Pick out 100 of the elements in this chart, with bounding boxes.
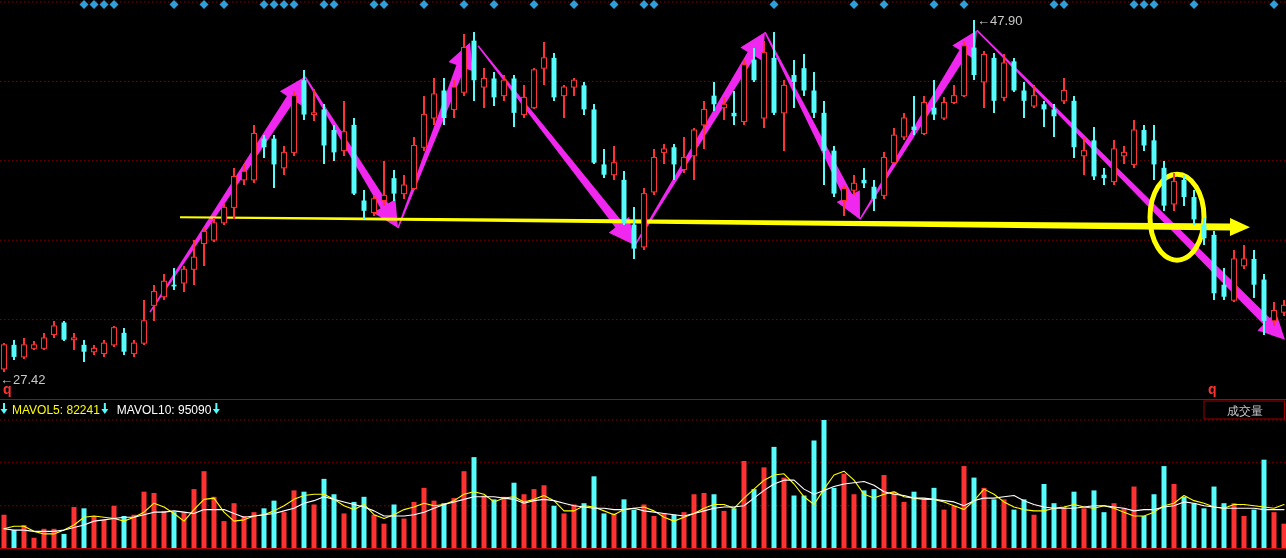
bar xyxy=(971,477,977,548)
bar xyxy=(661,513,667,548)
bar xyxy=(941,509,947,548)
bar xyxy=(781,477,787,548)
bar xyxy=(471,457,477,548)
text: MAVOL10: 95090 xyxy=(116,403,212,417)
bar xyxy=(1101,512,1107,548)
bar xyxy=(991,499,997,548)
bar xyxy=(1201,508,1207,548)
bar xyxy=(481,495,487,548)
bar xyxy=(831,487,837,548)
bar xyxy=(71,507,77,548)
bar xyxy=(431,500,437,548)
bar xyxy=(311,504,317,548)
bar xyxy=(551,505,557,548)
bar xyxy=(291,490,297,548)
bar xyxy=(111,505,117,548)
bar xyxy=(1151,494,1157,548)
bar xyxy=(321,478,327,548)
bar xyxy=(381,523,387,548)
bar xyxy=(1,514,7,548)
bar xyxy=(1001,499,1007,548)
bar xyxy=(301,491,307,548)
bar xyxy=(641,504,647,548)
bar xyxy=(31,537,37,548)
bar xyxy=(741,460,747,548)
bar xyxy=(681,512,687,548)
bar xyxy=(1131,486,1137,548)
bar xyxy=(531,489,537,548)
bar xyxy=(221,521,227,548)
bar xyxy=(441,503,447,548)
bar xyxy=(931,487,937,548)
bar xyxy=(1161,466,1167,548)
bar xyxy=(1211,486,1217,548)
bar xyxy=(611,513,617,548)
bar xyxy=(141,491,147,548)
bar xyxy=(591,476,597,548)
bar xyxy=(1231,503,1237,548)
bar xyxy=(131,514,137,548)
bar xyxy=(561,513,567,548)
bar xyxy=(1271,512,1277,548)
bar xyxy=(771,446,777,548)
bar xyxy=(401,518,407,548)
bar xyxy=(1141,516,1147,548)
bar xyxy=(1181,496,1187,548)
bar xyxy=(281,512,287,548)
bar xyxy=(1241,516,1247,548)
bar xyxy=(1031,514,1037,548)
bar xyxy=(411,501,417,548)
bar xyxy=(241,516,247,548)
bar xyxy=(11,530,17,548)
bar xyxy=(1111,503,1117,548)
bar xyxy=(881,475,887,548)
bar xyxy=(1011,509,1017,548)
bar xyxy=(1121,508,1127,548)
bar xyxy=(1191,503,1197,548)
bar xyxy=(461,471,467,548)
bar xyxy=(861,490,867,548)
bar xyxy=(1261,459,1267,548)
bar xyxy=(191,489,197,548)
bar xyxy=(451,498,457,548)
bar xyxy=(1051,503,1057,548)
bar xyxy=(1091,490,1097,548)
bar xyxy=(911,491,917,548)
bar xyxy=(671,514,677,548)
annotation: ←47.90 xyxy=(977,12,1023,28)
bar xyxy=(1061,507,1067,548)
bar xyxy=(721,510,727,548)
bar xyxy=(1041,484,1047,548)
bar xyxy=(731,508,737,548)
bar xyxy=(421,487,427,548)
bar xyxy=(951,505,957,548)
bar xyxy=(61,533,67,548)
bar xyxy=(151,492,157,548)
bar xyxy=(571,504,577,548)
bar xyxy=(121,516,127,548)
bar xyxy=(491,499,497,548)
bar xyxy=(751,489,757,548)
bar xyxy=(701,492,707,548)
bar xyxy=(921,499,927,548)
bar xyxy=(761,467,767,548)
bar xyxy=(231,503,237,548)
bar xyxy=(891,491,897,548)
bar xyxy=(871,489,877,548)
bar xyxy=(1251,509,1257,548)
bar xyxy=(851,494,857,548)
bar xyxy=(81,508,87,548)
bar xyxy=(521,494,527,548)
bar xyxy=(821,420,827,548)
bar xyxy=(331,494,337,548)
bar xyxy=(981,487,987,548)
bar xyxy=(161,510,167,548)
bar xyxy=(1071,491,1077,548)
bar xyxy=(211,496,217,548)
bar xyxy=(841,473,847,548)
bar xyxy=(261,508,267,548)
bar xyxy=(501,496,507,548)
bar xyxy=(1021,499,1027,548)
bar xyxy=(1171,484,1177,548)
bar xyxy=(631,509,637,548)
